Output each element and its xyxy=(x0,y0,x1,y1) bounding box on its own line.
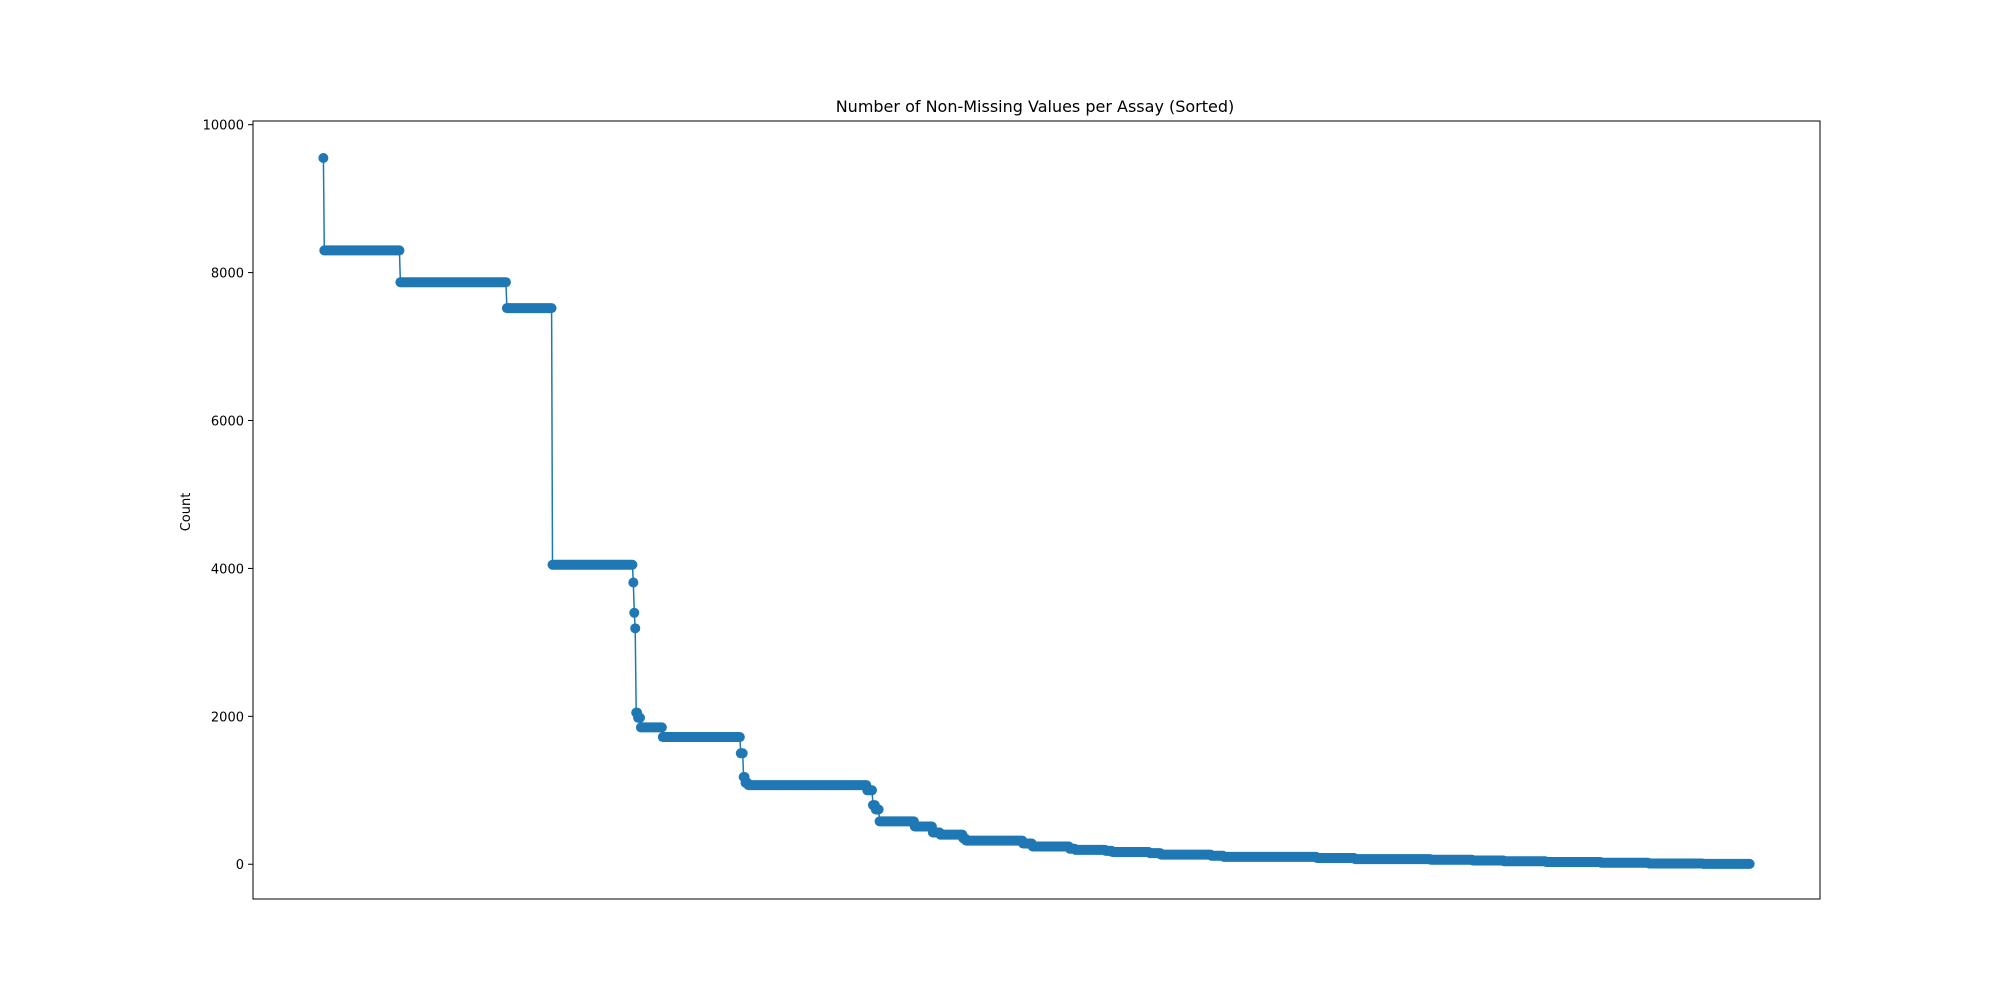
data-point xyxy=(630,623,641,634)
y-tick-label: 2000 xyxy=(211,710,244,725)
data-point xyxy=(628,577,639,588)
y-axis-ticks: 0 2000 4000 6000 8000 10000 xyxy=(203,119,253,873)
data-point xyxy=(318,152,329,163)
chart-title: Number of Non-Missing Values per Assay (… xyxy=(836,97,1235,116)
y-tick-label: 8000 xyxy=(211,267,244,282)
plot-data xyxy=(318,152,1755,869)
y-tick-label: 10000 xyxy=(203,119,244,134)
plot-frame xyxy=(252,120,1821,900)
data-point xyxy=(629,607,640,618)
y-axis-label: Count xyxy=(179,493,194,532)
y-tick-label: 6000 xyxy=(211,415,244,430)
y-tick-label: 4000 xyxy=(211,562,244,577)
y-tick-label: 0 xyxy=(236,858,244,873)
